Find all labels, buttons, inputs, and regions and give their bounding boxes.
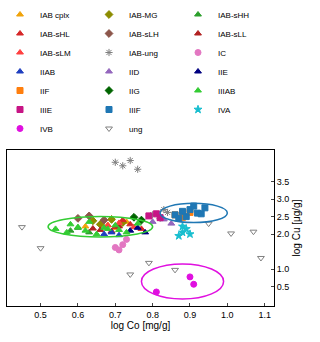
- svg-text:0.8: 0.8: [146, 310, 159, 320]
- svg-text:0.5: 0.5: [277, 282, 290, 292]
- svg-text:IAB-sHL: IAB-sHL: [40, 30, 70, 39]
- svg-text:0.7: 0.7: [109, 310, 122, 320]
- svg-text:3.0: 3.0: [277, 194, 290, 204]
- svg-text:IAB cplx: IAB cplx: [40, 11, 69, 20]
- svg-text:IAB-ung: IAB-ung: [129, 49, 158, 58]
- svg-text:IIIAB: IIIAB: [218, 87, 235, 96]
- svg-text:IIIE: IIIE: [40, 106, 52, 115]
- svg-text:IAB-sLL: IAB-sLL: [218, 30, 247, 39]
- svg-text:3.5: 3.5: [277, 177, 290, 187]
- svg-text:IIE: IIE: [218, 68, 228, 77]
- svg-text:log Co [mg/g]: log Co [mg/g]: [111, 320, 171, 331]
- svg-text:0.9: 0.9: [184, 310, 197, 320]
- svg-text:IIAB: IIAB: [40, 68, 55, 77]
- svg-text:IAB-MG: IAB-MG: [129, 11, 157, 20]
- svg-text:2.0: 2.0: [277, 229, 290, 239]
- svg-text:ung: ung: [129, 125, 142, 134]
- svg-text:IAB-sLM: IAB-sLM: [40, 49, 71, 58]
- svg-text:IVB: IVB: [40, 125, 53, 134]
- svg-text:1.0: 1.0: [277, 264, 290, 274]
- svg-text:0.5: 0.5: [34, 310, 47, 320]
- svg-text:IC: IC: [218, 49, 226, 58]
- svg-text:1.1: 1.1: [258, 310, 271, 320]
- svg-text:IIIF: IIIF: [129, 106, 141, 115]
- svg-text:0.6: 0.6: [72, 310, 85, 320]
- svg-text:log Cu [μg/g]: log Cu [μg/g]: [291, 199, 302, 256]
- svg-text:IAB-sHH: IAB-sHH: [218, 11, 249, 20]
- svg-text:IVA: IVA: [218, 106, 231, 115]
- svg-text:IID: IID: [129, 68, 139, 77]
- svg-text:IAB-sLH: IAB-sLH: [129, 30, 159, 39]
- svg-text:IIF: IIF: [40, 87, 49, 96]
- svg-text:IIG: IIG: [129, 87, 140, 96]
- svg-text:1.0: 1.0: [221, 310, 234, 320]
- svg-text:2.5: 2.5: [277, 212, 290, 222]
